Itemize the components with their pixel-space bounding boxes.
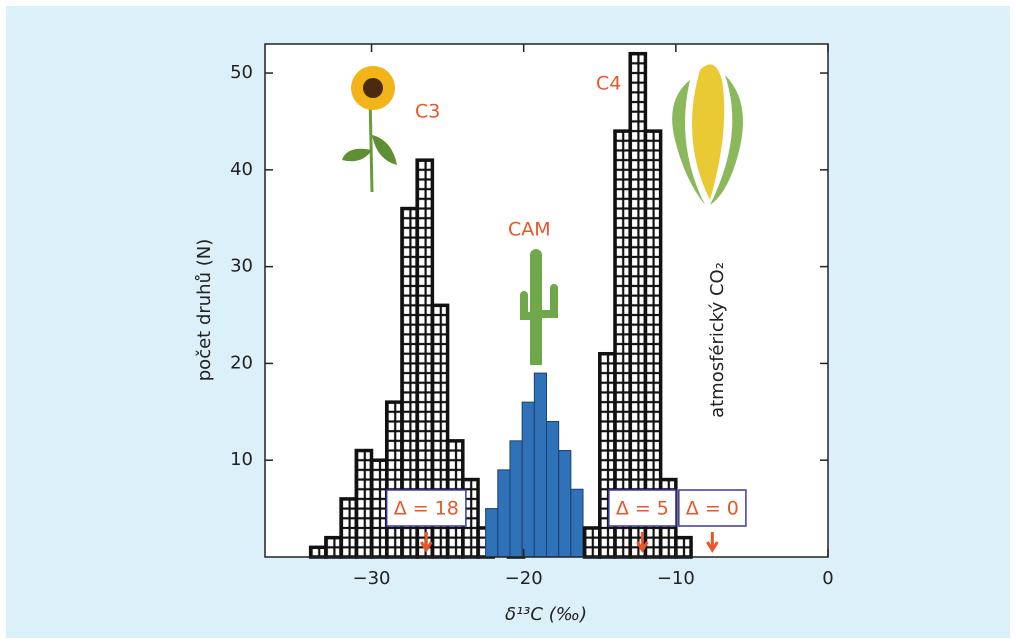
bar [308,545,328,559]
annotation-label: Δ = 18 [394,498,459,520]
y-tick-label: 30 [230,256,253,277]
bar [384,400,404,559]
bar [485,508,499,558]
bar [674,535,693,559]
x-tick-label: 0 [822,568,833,589]
bar [497,469,511,558]
sunflower-icon [342,66,397,193]
y-tick-label: 20 [230,352,253,373]
corn-icon [672,64,743,205]
bar [546,420,560,558]
note: atmosférický CO₂ [707,262,728,418]
cactus-icon [520,249,558,365]
annotation-box [385,489,467,527]
bar [339,497,359,559]
y-tick-label: 10 [230,449,253,470]
bar [521,401,535,558]
bar [582,526,602,559]
bar [628,51,648,559]
annotation-box [608,489,677,527]
x-tick-label: −30 [353,568,391,589]
series-label: CAM [508,219,551,241]
y-axis-label: počet druhů (N) [194,239,215,381]
bar [533,372,547,558]
bar [369,458,389,559]
annotation-arrow [706,532,719,553]
annotation-arrow [636,532,649,553]
bar [509,440,523,558]
x-axis-label: δ¹³C (‰) [505,604,587,625]
bar [570,488,584,558]
plot-frame [264,43,829,558]
bar [354,448,374,559]
bar [558,450,572,558]
annotation-box [678,489,747,527]
annotation-arrow [420,532,433,553]
x-tick-label: −20 [505,568,543,589]
series-label: C3 [415,101,440,123]
series-label: C4 [596,73,621,95]
x-tick-label: −10 [657,568,695,589]
bar [324,535,343,559]
y-tick-label: 40 [230,159,253,180]
y-tick-label: 50 [230,62,253,83]
annotation-label: Δ = 5 [616,498,669,520]
annotation-label: Δ = 0 [686,498,739,520]
